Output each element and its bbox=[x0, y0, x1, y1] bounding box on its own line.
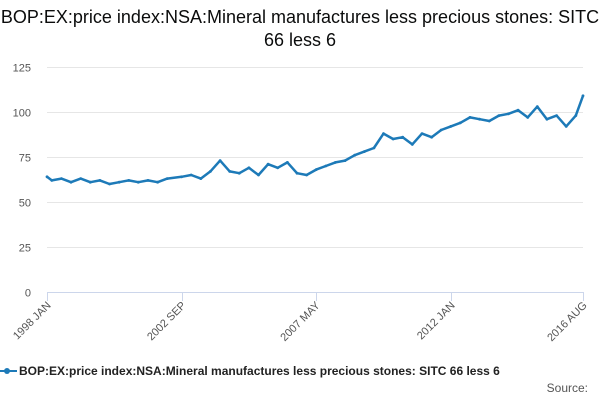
legend-dot-marker bbox=[4, 368, 10, 374]
data-point[interactable] bbox=[334, 161, 337, 164]
data-point[interactable] bbox=[117, 180, 121, 184]
data-point[interactable] bbox=[218, 159, 222, 163]
data-point[interactable] bbox=[430, 135, 433, 139]
data-point[interactable] bbox=[487, 119, 491, 123]
data-point[interactable] bbox=[247, 166, 251, 170]
data-point[interactable] bbox=[574, 114, 578, 117]
data-point[interactable] bbox=[401, 135, 405, 139]
data-point[interactable] bbox=[343, 159, 347, 163]
data-point[interactable] bbox=[228, 170, 232, 173]
data-point[interactable] bbox=[324, 164, 328, 168]
data-point[interactable] bbox=[391, 137, 395, 141]
data-point[interactable] bbox=[507, 112, 510, 116]
data-point[interactable] bbox=[88, 180, 92, 184]
data-point[interactable] bbox=[69, 180, 73, 184]
data-point[interactable] bbox=[362, 150, 366, 154]
data-point[interactable] bbox=[420, 132, 424, 136]
data-point[interactable] bbox=[257, 173, 260, 177]
data-point[interactable] bbox=[468, 116, 472, 119]
data-point[interactable] bbox=[382, 132, 385, 136]
y-tick-label: 125 bbox=[13, 63, 31, 75]
data-point[interactable] bbox=[146, 179, 150, 182]
data-point[interactable] bbox=[516, 108, 520, 112]
data-point[interactable] bbox=[165, 177, 169, 181]
data-point[interactable] bbox=[45, 175, 49, 179]
y-tick-label: 25 bbox=[19, 243, 31, 255]
x-tick-label: 2016 AUG bbox=[545, 300, 589, 344]
data-point[interactable] bbox=[286, 161, 289, 164]
data-point[interactable] bbox=[497, 114, 501, 117]
series-line-group bbox=[45, 94, 585, 186]
data-point[interactable] bbox=[199, 177, 203, 181]
data-point[interactable] bbox=[372, 146, 376, 150]
data-point[interactable] bbox=[526, 116, 530, 119]
data-point[interactable] bbox=[156, 180, 160, 184]
series-line[interactable] bbox=[46, 95, 585, 186]
data-point[interactable] bbox=[305, 173, 308, 177]
y-tick-label: 0 bbox=[25, 288, 31, 300]
data-point[interactable] bbox=[237, 171, 241, 175]
gridlines: 0 25 50 75 100 125 bbox=[13, 63, 583, 300]
x-tick-label: 1998 JAN bbox=[11, 300, 54, 343]
x-tick-label: 2012 JAN bbox=[415, 300, 458, 343]
data-point[interactable] bbox=[459, 121, 462, 125]
data-point[interactable] bbox=[266, 162, 270, 166]
data-point[interactable] bbox=[209, 170, 212, 173]
data-point[interactable] bbox=[555, 114, 558, 117]
chart-title: BOP:EX:price index:NSA:Mineral manufactu… bbox=[0, 7, 600, 50]
data-point[interactable] bbox=[314, 168, 318, 172]
source-credit: Source: bbox=[546, 381, 588, 395]
legend-series-label[interactable]: BOP:EX:price index:NSA:Mineral manufactu… bbox=[19, 364, 500, 378]
x-tick-label: 2002 SEP bbox=[145, 300, 189, 344]
data-point[interactable] bbox=[410, 143, 414, 146]
data-point[interactable] bbox=[189, 173, 193, 177]
y-tick-label: 100 bbox=[13, 108, 31, 120]
y-tick-label: 75 bbox=[19, 153, 31, 165]
data-point[interactable] bbox=[79, 177, 83, 181]
data-point[interactable] bbox=[295, 171, 299, 175]
x-axis: 1998 JAN 2002 SEP 2007 MAY 2012 JAN 2016 AUG bbox=[11, 292, 590, 344]
data-point[interactable] bbox=[449, 125, 453, 128]
data-point[interactable] bbox=[50, 179, 54, 182]
data-point[interactable] bbox=[276, 166, 280, 170]
data-point[interactable] bbox=[60, 177, 63, 181]
data-point[interactable] bbox=[535, 105, 539, 108]
data-point[interactable] bbox=[180, 175, 184, 179]
data-point[interactable] bbox=[545, 117, 549, 121]
data-point[interactable] bbox=[478, 117, 481, 121]
data-point[interactable] bbox=[108, 182, 111, 186]
data-point[interactable] bbox=[353, 153, 357, 157]
data-point[interactable] bbox=[581, 94, 585, 98]
data-point[interactable] bbox=[564, 125, 568, 128]
data-point[interactable] bbox=[98, 179, 102, 182]
x-tick-label: 2007 MAY bbox=[278, 299, 323, 344]
data-point[interactable] bbox=[439, 128, 443, 132]
data-point[interactable] bbox=[127, 179, 131, 182]
legend[interactable]: BOP:EX:price index:NSA:Mineral manufactu… bbox=[0, 363, 600, 379]
y-tick-label: 50 bbox=[19, 198, 31, 210]
data-point[interactable] bbox=[136, 180, 140, 184]
